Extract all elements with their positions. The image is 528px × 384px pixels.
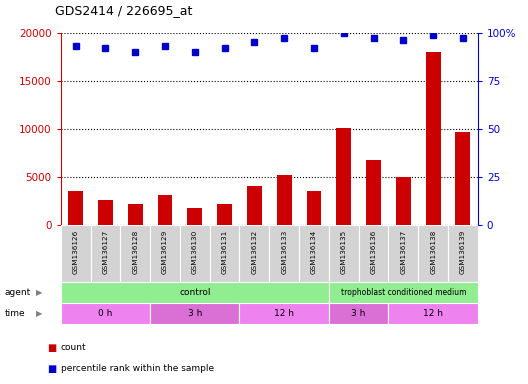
Text: trophoblast conditioned medium: trophoblast conditioned medium bbox=[341, 288, 466, 297]
Text: 0 h: 0 h bbox=[98, 310, 112, 318]
Text: ▶: ▶ bbox=[36, 310, 42, 318]
Bar bbox=[336, 128, 351, 225]
Bar bbox=[389, 225, 418, 282]
Bar bbox=[247, 186, 262, 225]
Text: GSM136127: GSM136127 bbox=[102, 230, 108, 275]
Bar bbox=[277, 175, 291, 225]
Text: count: count bbox=[61, 343, 87, 352]
Text: GSM136129: GSM136129 bbox=[162, 230, 168, 275]
Text: GSM136135: GSM136135 bbox=[341, 230, 347, 275]
Text: ▶: ▶ bbox=[36, 288, 42, 297]
Text: GSM136138: GSM136138 bbox=[430, 230, 436, 275]
Bar bbox=[396, 177, 411, 225]
Bar bbox=[456, 132, 470, 225]
Text: GSM136132: GSM136132 bbox=[251, 230, 257, 275]
Bar bbox=[210, 225, 240, 282]
Bar bbox=[307, 191, 322, 225]
Text: GSM136131: GSM136131 bbox=[222, 230, 228, 275]
Bar bbox=[299, 225, 329, 282]
Text: GSM136126: GSM136126 bbox=[73, 230, 79, 275]
Bar bbox=[68, 191, 83, 225]
Text: agent: agent bbox=[4, 288, 31, 297]
Text: control: control bbox=[179, 288, 211, 297]
Text: 3 h: 3 h bbox=[187, 310, 202, 318]
Text: GSM136134: GSM136134 bbox=[311, 230, 317, 275]
Bar bbox=[187, 209, 202, 225]
Bar bbox=[128, 205, 143, 225]
Bar bbox=[389, 303, 478, 324]
Text: time: time bbox=[4, 310, 25, 318]
Bar bbox=[120, 225, 150, 282]
Text: 3 h: 3 h bbox=[352, 310, 366, 318]
Text: ■: ■ bbox=[48, 343, 57, 353]
Bar bbox=[426, 52, 440, 225]
Bar bbox=[448, 225, 478, 282]
Text: GDS2414 / 226695_at: GDS2414 / 226695_at bbox=[55, 4, 193, 17]
Bar bbox=[61, 303, 150, 324]
Text: GSM136133: GSM136133 bbox=[281, 230, 287, 275]
Bar bbox=[329, 282, 478, 303]
Bar bbox=[329, 303, 389, 324]
Bar bbox=[157, 195, 173, 225]
Text: GSM136137: GSM136137 bbox=[400, 230, 407, 275]
Bar bbox=[150, 303, 240, 324]
Text: GSM136136: GSM136136 bbox=[371, 230, 376, 275]
Text: percentile rank within the sample: percentile rank within the sample bbox=[61, 364, 214, 373]
Bar bbox=[61, 282, 329, 303]
Text: 12 h: 12 h bbox=[274, 310, 294, 318]
Text: GSM136128: GSM136128 bbox=[132, 230, 138, 275]
Bar bbox=[359, 225, 389, 282]
Text: 12 h: 12 h bbox=[423, 310, 443, 318]
Text: ■: ■ bbox=[48, 364, 57, 374]
Bar bbox=[98, 200, 113, 225]
Bar bbox=[269, 225, 299, 282]
Text: GSM136130: GSM136130 bbox=[192, 230, 198, 275]
Text: GSM136139: GSM136139 bbox=[460, 230, 466, 275]
Bar bbox=[217, 204, 232, 225]
Bar bbox=[418, 225, 448, 282]
Bar bbox=[366, 161, 381, 225]
Bar bbox=[90, 225, 120, 282]
Bar bbox=[150, 225, 180, 282]
Bar bbox=[61, 225, 90, 282]
Bar bbox=[240, 303, 329, 324]
Bar bbox=[240, 225, 269, 282]
Bar bbox=[180, 225, 210, 282]
Bar bbox=[329, 225, 359, 282]
